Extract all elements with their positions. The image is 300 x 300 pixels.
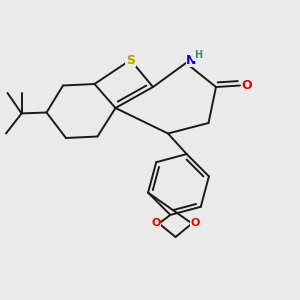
Text: O: O: [190, 218, 200, 229]
Text: O: O: [241, 79, 252, 92]
Text: H: H: [194, 50, 202, 60]
Text: S: S: [126, 53, 135, 67]
Text: O: O: [151, 218, 161, 229]
Text: N: N: [186, 53, 197, 67]
